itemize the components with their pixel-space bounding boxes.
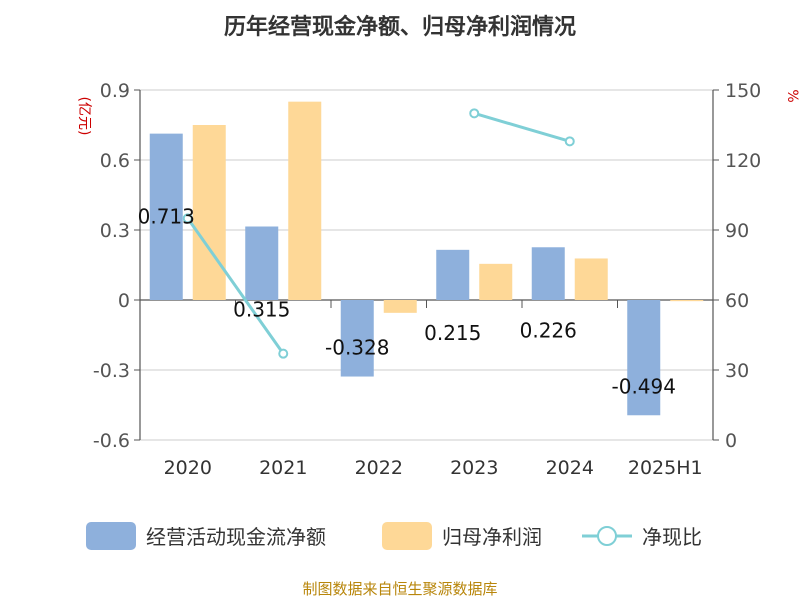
left-tick-label: 0.9 xyxy=(100,80,130,102)
bar-cashflow xyxy=(436,249,470,300)
bar-profit xyxy=(288,101,322,301)
bar-profit xyxy=(670,300,704,302)
bar-cashflow xyxy=(340,300,374,377)
legend-marker-ratio xyxy=(597,526,617,546)
bar-cashflow xyxy=(149,133,183,300)
legend-label-profit: 归母净利润 xyxy=(442,525,542,549)
category-label: 2022 xyxy=(355,457,403,479)
category-label: 2024 xyxy=(546,457,594,479)
bar-data-label: -0.494 xyxy=(612,374,676,398)
legend: 经营活动现金流净额 归母净利润 净现比 xyxy=(86,522,702,550)
legend-label-cashflow: 经营活动现金流净额 xyxy=(146,525,326,549)
category-label: 2020 xyxy=(164,457,212,479)
ratio-point xyxy=(182,213,193,224)
bar-profit xyxy=(479,263,513,300)
bar-data-label: 0.315 xyxy=(233,298,290,322)
bar-data-label: 0.226 xyxy=(520,318,577,342)
legend-swatch-profit xyxy=(382,522,432,550)
legend-label-ratio: 净现比 xyxy=(642,525,702,549)
ratio-line xyxy=(182,108,575,359)
bar-cashflow xyxy=(627,300,661,416)
axes: 0.9 0.6 0.3 0 -0.3 -0.6 150 120 90 60 30 0 (亿元)% 2020… xyxy=(76,80,800,479)
left-tick-label: 0.3 xyxy=(100,220,130,242)
ratio-point xyxy=(564,136,575,147)
bar-cashflow xyxy=(245,226,279,300)
footer-source: 制图数据来自恒生聚源数据库 xyxy=(302,580,498,598)
left-tick-label: -0.6 xyxy=(93,430,130,452)
bar-profit xyxy=(192,125,226,300)
bar-data-label: 0.713 xyxy=(138,205,195,229)
category-label: 2023 xyxy=(450,457,498,479)
legend-swatch-cashflow xyxy=(86,522,136,550)
bar-data-label: 0.215 xyxy=(424,321,481,345)
right-axis-unit: % xyxy=(784,89,800,102)
left-tick-label: -0.3 xyxy=(93,360,130,382)
ratio-point xyxy=(469,108,480,119)
category-label: 2025H1 xyxy=(628,457,703,479)
ratio-line-segment xyxy=(186,217,285,355)
left-axis-unit: (亿元) xyxy=(76,97,92,136)
bars xyxy=(149,101,704,416)
right-tick-label: 0 xyxy=(725,430,737,452)
right-tick-label: 30 xyxy=(725,360,749,382)
chart-title: 历年经营现金净额、归母净利润情况 xyxy=(224,14,576,40)
bar-profit xyxy=(574,258,608,300)
ratio-point xyxy=(278,348,289,359)
right-tick-label: 150 xyxy=(725,80,761,102)
bar-profit xyxy=(383,300,417,313)
left-tick-label: 0.6 xyxy=(100,150,130,172)
data-labels: 0.713 0.315 -0.328 0.215 0.226 -0.494 xyxy=(138,205,676,399)
category-label: 2021 xyxy=(259,457,307,479)
right-tick-label: 120 xyxy=(725,150,761,172)
bar-cashflow xyxy=(531,247,565,300)
bar-data-label: -0.328 xyxy=(325,336,389,360)
right-tick-label: 60 xyxy=(725,290,749,312)
right-tick-label: 90 xyxy=(725,220,749,242)
ratio-line-segment xyxy=(473,111,571,143)
left-tick-label: 0 xyxy=(118,290,130,312)
